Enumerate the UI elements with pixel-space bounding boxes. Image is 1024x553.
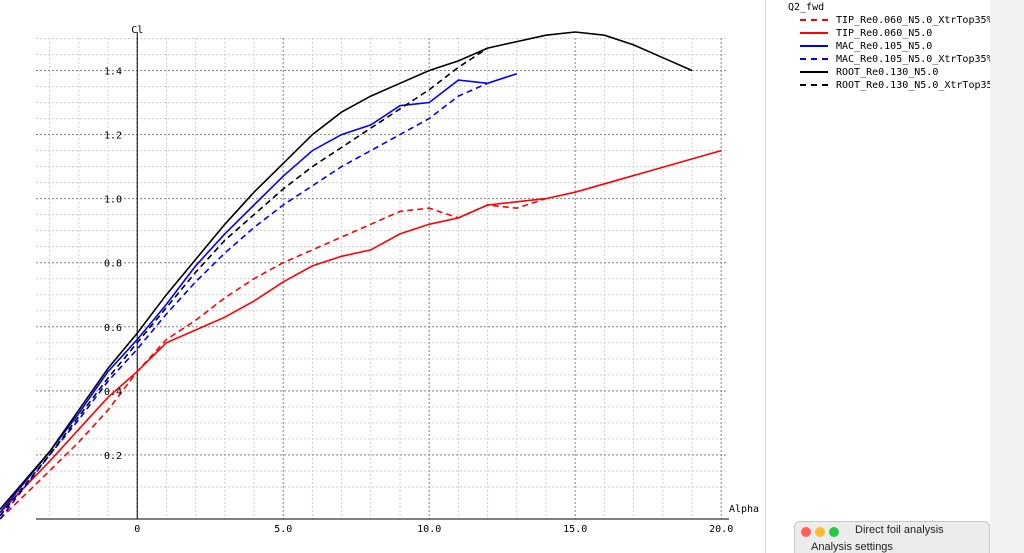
- legend-swatch: [800, 84, 828, 86]
- side-panel: [765, 0, 1024, 553]
- labels-layer: 0 5.0 10.0 15.0 20.0 0.2 0.4 0.6 0.8 1.0 1.2 1.4 Cl A…: [104, 25, 759, 535]
- y-tick-label: 1.2: [104, 131, 122, 142]
- legend-label: MAC_Re0.105_N5.0: [836, 40, 933, 52]
- legend-item: TIP_Re0.060_N5.0: [800, 27, 932, 39]
- legend-label: TIP_Re0.060_N5.0: [836, 27, 933, 39]
- series-line-3: [0, 82, 488, 520]
- x-tick-label: 10.0: [417, 524, 441, 535]
- series-line-4: [0, 31, 693, 510]
- legend-item: ROOT_Re0.130_N5.0: [800, 66, 938, 78]
- x-axis-label: Alpha: [729, 504, 759, 515]
- y-tick-label: 0.6: [104, 323, 122, 334]
- x-tick-label: 15.0: [563, 524, 587, 535]
- y-axis-label: Cl: [131, 25, 143, 36]
- series-layer: [0, 31, 722, 520]
- y-tick-label: 0.8: [104, 259, 122, 270]
- y-tick-label: 1.0: [104, 195, 122, 206]
- legend-label: ROOT_Re0.130_N5.0_XtrTop35%: [836, 79, 999, 91]
- legend-swatch: [800, 45, 828, 47]
- plot-area: 0 5.0 10.0 15.0 20.0 0.2 0.4 0.6 0.8 1.0 1.2 1.4 Cl A…: [0, 25, 760, 535]
- legend-label: TIP_Re0.060_N5.0_XtrTop35%: [836, 14, 993, 26]
- zoom-window-button[interactable]: [829, 527, 839, 537]
- legend-swatch: [800, 58, 828, 60]
- legend-swatch: [800, 19, 828, 21]
- window-background-strip: [990, 0, 1024, 553]
- x-tick-label: 5.0: [274, 524, 292, 535]
- analysis-settings-label[interactable]: Analysis settings: [811, 541, 893, 553]
- y-tick-label: 0.4: [104, 387, 122, 398]
- close-window-button[interactable]: [801, 527, 811, 537]
- legend-swatch: [800, 71, 828, 73]
- polar-plot: 0 5.0 10.0 15.0 20.0 0.2 0.4 0.6 0.8 1.0 1.2 1.4 Cl A…: [0, 25, 759, 535]
- axes-layer: [36, 32, 729, 520]
- grid-layer: [36, 37, 727, 519]
- legend-item: MAC_Re0.105_N5.0_XtrTop35%: [800, 53, 993, 65]
- legend-swatch: [800, 32, 828, 34]
- y-tick-label: 0.2: [104, 451, 122, 462]
- x-tick-label: 20.0: [709, 524, 733, 535]
- minimize-window-button[interactable]: [815, 527, 825, 537]
- y-tick-label: 1.4: [104, 66, 122, 77]
- legend-item: MAC_Re0.105_N5.0: [800, 40, 932, 52]
- series-line-2: [0, 72, 518, 514]
- window-title: Direct foil analysis: [855, 524, 944, 536]
- legend-label: MAC_Re0.105_N5.0_XtrTop35%: [836, 53, 993, 65]
- legend-title: Q2_fwd: [788, 2, 825, 13]
- series-line-5: [0, 47, 489, 517]
- legend-label: ROOT_Re0.130_N5.0: [836, 66, 939, 78]
- legend-item: ROOT_Re0.130_N5.0_XtrTop35%: [800, 79, 999, 91]
- series-line-1: [0, 149, 722, 514]
- direct-foil-analysis-window[interactable]: Direct foil analysis Analysis settings: [794, 521, 990, 553]
- legend-item: TIP_Re0.060_N5.0_XtrTop35%: [800, 14, 993, 26]
- x-tick-label: 0: [134, 524, 140, 535]
